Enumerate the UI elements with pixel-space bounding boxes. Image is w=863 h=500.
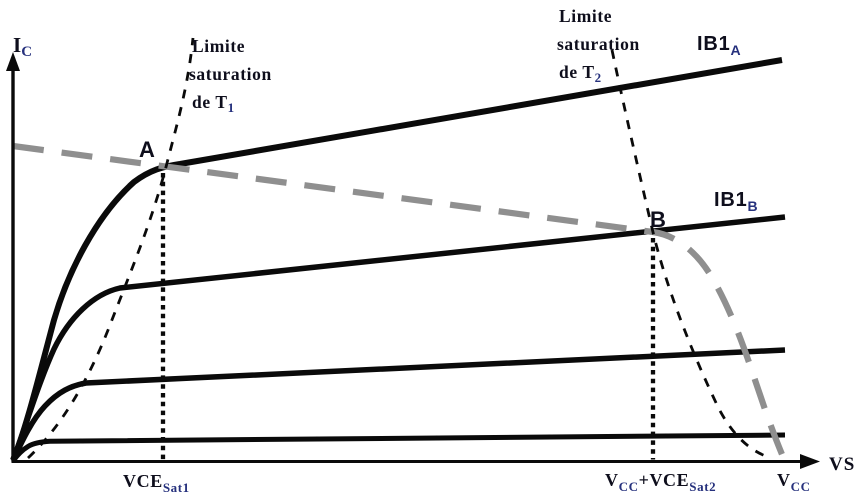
tick-vcc-main: V [777,470,791,490]
x-axis-arrowhead [800,454,820,469]
curve-ib1b [10,214,786,462]
tick-vcc-plus-vce-sat2-s2: Sat2 [689,479,716,494]
curve-ib-fourth [10,432,786,463]
t2-saturation-limit [610,49,772,460]
curve-ib-third [10,347,786,462]
sat1-annotation-line3-sub: 1 [228,100,235,115]
sat2-annotation-line3-sub: 2 [595,70,602,85]
t1-saturation-limit [27,37,195,460]
tick-vcc-plus-vce-sat2-p2: +VCE [639,470,690,490]
tick-vcc-plus-vce-sat2-s1: CC [619,479,639,494]
ib1a-curve-label-sub: A [731,42,742,58]
tick-vce-sat1: VCESat1 [123,471,190,495]
ib1b-curve-label-sub: B [748,198,759,214]
tick-vcc-plus-vce-sat2: VCC+VCESat2 [605,470,716,494]
curves-layer [10,37,787,463]
ib1a-curve-label-main: IB1 [697,33,731,55]
sat2-annotation-line3-main: de T [559,62,595,82]
y-axis-arrowhead [6,52,20,71]
sat2-annotation-line2: saturation [557,34,640,54]
sat1-annotation-line1: Limite [192,36,245,56]
ib1b-curve-label-main: IB1 [714,189,748,211]
sat2-annotation-line1: Limite [559,6,612,26]
y-axis-label-sub: C [21,44,32,60]
sat2-annotation-line3: de T2 [559,62,602,85]
y-axis-label-main: I [13,33,21,57]
sat1-annotation-line2: saturation [189,64,272,84]
ib1b-curve-label: IB1B [714,189,758,214]
sat1-annotation-line3-main: de T [192,92,228,112]
tick-vcc-sub: CC [791,479,811,494]
tick-vcc: VCC [777,470,811,494]
sat1-annotation-line3: de T1 [192,92,235,115]
load-line [12,142,787,461]
tick-vcc-plus-vce-sat2-p1: V [605,470,619,490]
point-a-label: A [139,137,155,162]
point-b-label: B [650,207,666,232]
tick-vce-sat1-main: VCE [123,471,163,491]
ib1a-curve-label: IB1A [697,33,741,58]
x-axis-label: VS [829,454,855,475]
tick-vce-sat1-sub: Sat1 [163,480,190,495]
y-axis-label: IC [13,33,32,60]
